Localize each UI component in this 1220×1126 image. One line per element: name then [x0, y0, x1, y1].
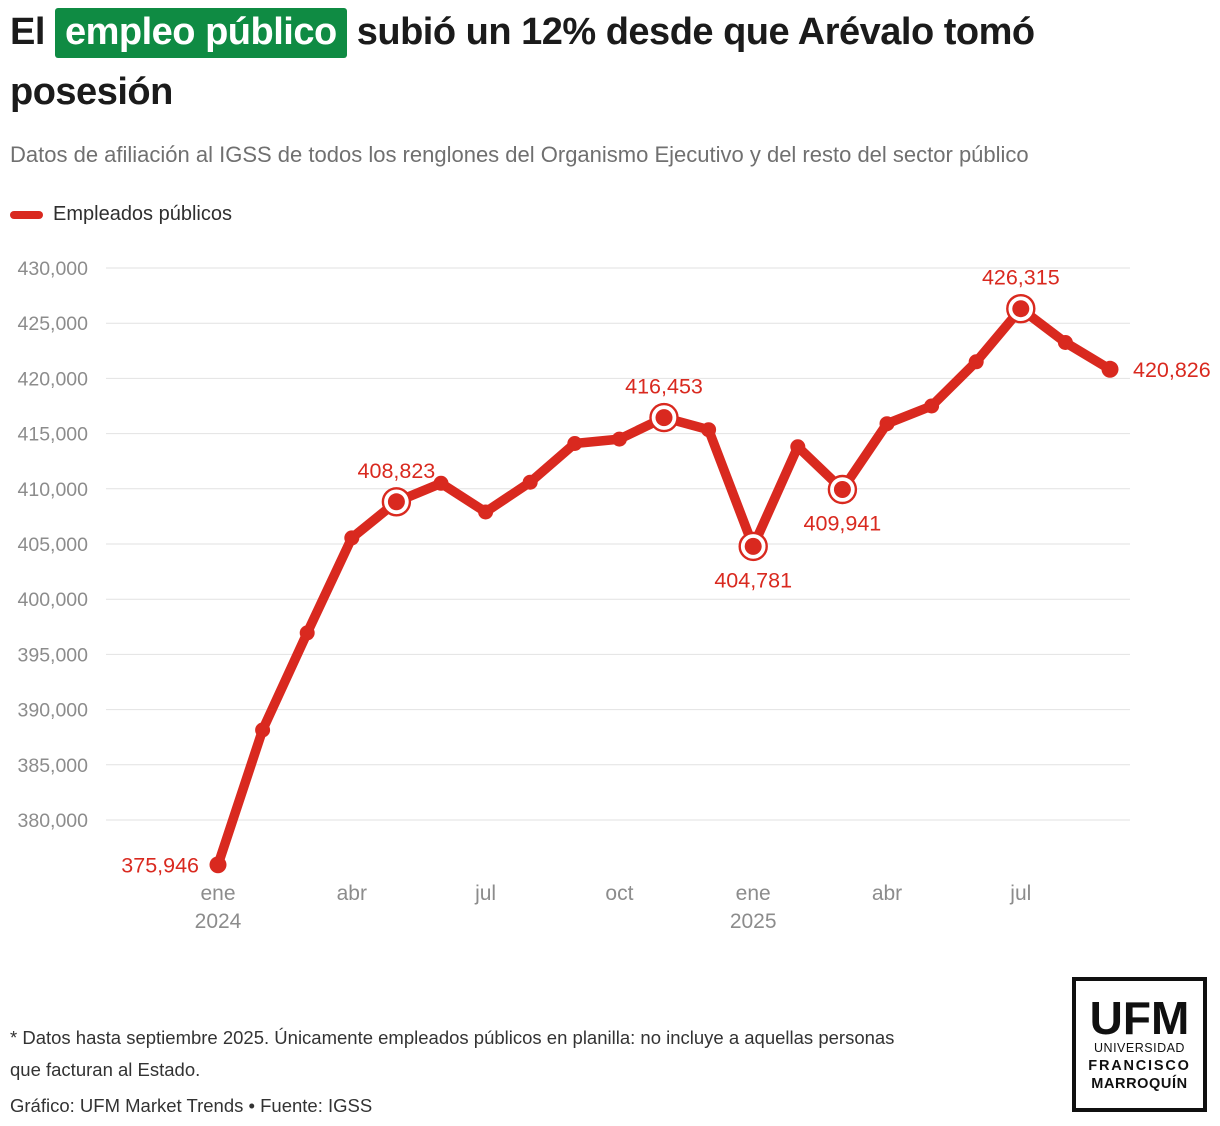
value-annotation: 375,946 [121, 853, 199, 877]
data-point [833, 481, 851, 498]
data-point [701, 422, 717, 438]
data-point [478, 504, 494, 520]
y-axis-label: 425,000 [18, 313, 89, 335]
ufm-logo-acronym: UFM [1089, 992, 1190, 1044]
x-axis-label: abr [872, 882, 902, 905]
ufm-logo-universidad: UNIVERSIDAD [1094, 1041, 1185, 1055]
y-axis-label: 415,000 [18, 424, 89, 446]
y-axis-label: 430,000 [18, 258, 89, 280]
x-axis-label: jul [1009, 882, 1031, 905]
data-point [1101, 360, 1119, 378]
value-annotation: 404,781 [714, 568, 792, 592]
title-text-pre: El [10, 11, 55, 53]
data-point [1012, 300, 1030, 318]
title-highlight: empleo público [54, 8, 347, 58]
data-point [924, 398, 940, 414]
x-axis-year-label: 2024 [195, 910, 242, 933]
data-point [433, 475, 449, 491]
data-point [655, 409, 673, 427]
y-axis-label: 410,000 [18, 479, 89, 501]
data-point [299, 625, 315, 641]
data-point [255, 722, 271, 738]
data-point [879, 416, 895, 432]
legend-line-swatch [10, 210, 43, 219]
legend: Empleados públicos [10, 203, 232, 226]
data-point [387, 493, 405, 511]
footnote-line2: que facturan al Estado. [10, 1059, 201, 1080]
x-axis-label: jul [474, 882, 496, 905]
y-axis-label: 400,000 [18, 589, 89, 611]
y-axis-label: 380,000 [18, 810, 89, 832]
data-point [790, 439, 806, 455]
x-axis-label: ene [200, 882, 235, 905]
chart-subtitle: Datos de afiliación al IGSS de todos los… [10, 142, 1029, 167]
data-point [611, 431, 627, 447]
credit-line: Gráfico: UFM Market Trends • Fuente: IGS… [10, 1095, 373, 1116]
y-axis-label: 385,000 [18, 755, 89, 777]
footnote: * Datos hasta septiembre 2025. Únicament… [10, 1022, 1050, 1086]
legend-label: Empleados públicos [53, 203, 232, 225]
data-point [209, 856, 227, 874]
x-axis-year-label: 2025 [730, 910, 777, 933]
data-point [744, 537, 762, 555]
y-axis-label: 420,000 [18, 368, 89, 390]
value-annotation: 420,826 [1133, 358, 1211, 382]
footnote-line1: * Datos hasta septiembre 2025. Únicament… [10, 1027, 895, 1048]
ufm-logo: UFM UNIVERSIDAD FRANCISCO MARROQUÍN [1072, 977, 1207, 1112]
x-axis-label: abr [337, 882, 367, 905]
data-point [344, 530, 360, 546]
title-text-post: subió un 12% desde que Arévalo tomó [346, 11, 1035, 53]
y-axis-label: 395,000 [18, 644, 89, 666]
value-annotation: 416,453 [625, 375, 703, 399]
x-axis-label: ene [736, 882, 771, 905]
y-axis-label: 390,000 [18, 700, 89, 722]
value-annotation: 426,315 [982, 266, 1060, 290]
data-point [567, 436, 583, 451]
value-annotation: 409,941 [804, 512, 882, 536]
value-annotation: 408,823 [358, 459, 436, 483]
ufm-logo-marroquin: MARROQUÍN [1091, 1076, 1188, 1092]
chart-title: El empleo público subió un 12% desde que… [10, 2, 1215, 122]
employment-line-chart: 430,000 425,000 420,000 415,000 410,000 405,0… [18, 258, 1211, 933]
data-point [522, 474, 538, 490]
ufm-logo-francisco: FRANCISCO [1088, 1058, 1191, 1074]
data-point [968, 354, 984, 370]
data-point [1057, 335, 1073, 350]
y-axis-label: 405,000 [18, 534, 89, 556]
title-line2: posesión [10, 71, 173, 113]
x-axis-label: oct [605, 882, 633, 905]
